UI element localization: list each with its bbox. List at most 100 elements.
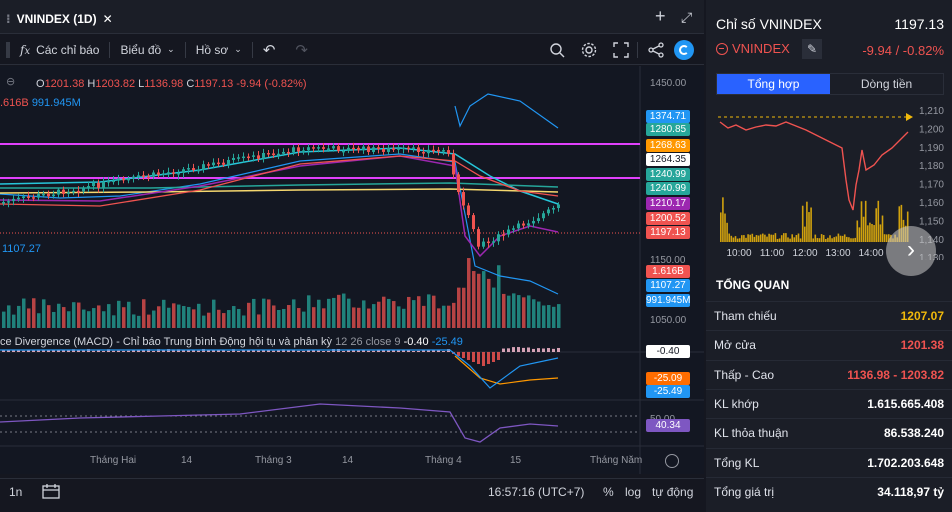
volume-bar: [12, 314, 16, 328]
volume-bar: [157, 306, 161, 328]
candle: [147, 176, 150, 179]
macd-histogram-bar: [502, 348, 505, 352]
collapse-legend-icon[interactable]: ⊖: [6, 76, 16, 88]
percent-scale-toggle[interactable]: %: [603, 485, 614, 499]
time-axis-label: 14: [342, 455, 354, 466]
macd-histogram-bar: [422, 350, 425, 352]
volume-bar: [522, 297, 526, 328]
close-icon[interactable]: ✕: [102, 12, 113, 26]
candle: [142, 175, 145, 177]
volume-bar: [537, 301, 541, 328]
macd-histogram-bar: [207, 349, 210, 352]
intraday-volume-bar: [846, 236, 848, 242]
expand-icon[interactable]: ⤢: [681, 9, 693, 25]
intraday-volume-bar: [867, 225, 869, 242]
candle: [157, 172, 160, 175]
log-scale-toggle[interactable]: log: [625, 485, 642, 499]
volume-bar: [2, 311, 6, 328]
volume-bar: [57, 303, 61, 328]
time-axis-label: Tháng Hai: [90, 455, 137, 466]
candle: [332, 146, 335, 149]
intraday-volume-bar: [764, 234, 766, 242]
current-price: 1197.13: [894, 16, 944, 32]
interval-button[interactable]: 1n: [9, 485, 23, 499]
add-tab-icon[interactable]: +: [655, 6, 666, 26]
intraday-volume-bar: [864, 200, 867, 242]
macd-histogram-bar: [182, 349, 185, 352]
intraday-volume-bar: [898, 206, 901, 242]
macd-histogram-bar: [162, 349, 165, 352]
tab-summary-label: Tổng hợp: [747, 77, 800, 91]
volume-bar: [267, 299, 271, 328]
intraday-volume-bar: [808, 212, 810, 242]
macd-histogram-bar: [557, 347, 560, 352]
intraday-volume-bar: [783, 233, 785, 242]
edit-icon[interactable]: ✎: [802, 39, 822, 59]
volume-bar: [487, 278, 491, 328]
quick-search-icon[interactable]: [541, 35, 573, 65]
intraday-volume-bar: [820, 234, 823, 242]
auto-scale-toggle[interactable]: tự động: [652, 485, 694, 499]
profile-button[interactable]: Hồ sơ ⌄: [186, 35, 252, 65]
volume-bar: [462, 287, 466, 328]
intraday-volume-bar: [860, 201, 863, 242]
next-chart-button[interactable]: ›: [886, 226, 936, 276]
chart-tab[interactable]: ⁝ VNINDEX (1D) ✕: [6, 8, 113, 30]
undo-icon[interactable]: ↶: [262, 41, 276, 59]
chart-type-button[interactable]: Biểu đồ ⌄: [110, 35, 184, 65]
volume-bar: [327, 298, 331, 328]
macd-histogram-bar: [247, 350, 250, 352]
ma-line-yellow: [0, 188, 559, 194]
candle: [357, 147, 360, 151]
macd-histogram-bar: [392, 350, 395, 352]
redo-icon[interactable]: ↷: [295, 41, 308, 59]
macd-histogram-bar: [2, 350, 5, 352]
share-icon[interactable]: [638, 35, 674, 65]
volume-bar: [27, 308, 31, 328]
macd-histogram-bar: [242, 349, 245, 352]
macd-histogram-bar: [322, 350, 325, 352]
macd-histogram-bar: [62, 350, 65, 352]
volume-bar: [137, 315, 141, 328]
volume-bar: [392, 301, 396, 328]
settings-gear-icon[interactable]: [573, 35, 605, 65]
intraday-volume-bar: [730, 235, 733, 242]
intraday-volume-bar: [745, 237, 747, 242]
intraday-volume-bar: [795, 235, 798, 242]
intraday-volume-bar: [755, 235, 758, 242]
overview-row-value: 1.615.665.408: [867, 396, 944, 411]
chevron-down-icon: ⌄: [167, 44, 175, 54]
candle: [367, 146, 370, 152]
price-chart[interactable]: ⊖ O1201.38 H1203.82 L1136.98 C1197.13 -9…: [0, 66, 704, 474]
fullscreen-icon[interactable]: [605, 35, 637, 65]
overview-row-value: 86.538.240: [883, 426, 944, 441]
volume-bar: [507, 295, 511, 328]
drag-handle-icon[interactable]: ⁝: [6, 12, 11, 26]
tab-summary[interactable]: Tổng hợp: [717, 74, 830, 94]
macd-axis-box: -25.09: [646, 372, 690, 385]
macd-histogram-bar: [227, 350, 230, 352]
indicators-button[interactable]: fx Các chỉ báo: [10, 35, 109, 65]
macd-histogram-bar: [12, 350, 15, 352]
symbol-selector[interactable]: VNINDEX: [716, 41, 790, 56]
chart-canvas[interactable]: [0, 66, 704, 474]
intraday-volume-bar: [799, 238, 802, 242]
overview-row-label: Tham chiếu: [714, 309, 777, 323]
intraday-y-tick: 1,150: [919, 216, 944, 227]
macd-histogram-bar: [487, 352, 490, 364]
tab-money-flow[interactable]: Dòng tiền: [830, 74, 943, 94]
candle: [37, 194, 40, 198]
macd-histogram-bar: [137, 349, 140, 352]
macd-histogram-bar: [402, 350, 405, 352]
candle: [437, 149, 440, 152]
clock-time[interactable]: 16:57:16 (UTC+7): [488, 485, 585, 499]
date-range-icon[interactable]: [42, 483, 60, 502]
intraday-volume-bar: [829, 235, 831, 242]
overview-row-value: 1201.38: [900, 338, 944, 353]
time-axis-settings-icon[interactable]: [665, 454, 679, 468]
candle: [182, 169, 185, 173]
ma-line-green: [0, 182, 559, 189]
price-axis-box: 1197.13: [646, 226, 690, 239]
macd-histogram-bar: [102, 350, 105, 352]
volume-legend: .616B 991.945M: [0, 97, 81, 109]
